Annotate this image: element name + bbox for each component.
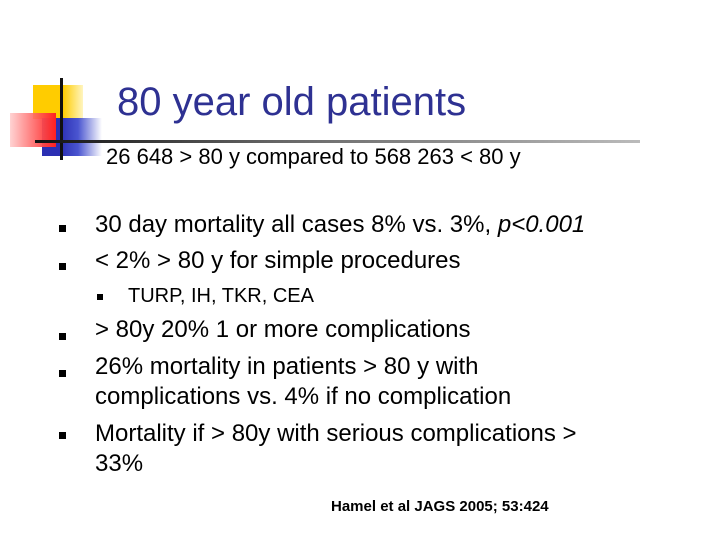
bullet-text-cont: complications vs. 4% if no complication <box>95 383 512 410</box>
bullet-text: 30 day mortality all cases 8% vs. 3%, p<… <box>95 211 586 238</box>
bullet-text: 26% mortality in patients > 80 y with <box>95 353 479 380</box>
slide-subtitle: 26 648 > 80 y compared to 568 263 < 80 y <box>106 144 521 169</box>
slide-title: 80 year old patients <box>117 80 467 124</box>
bullet-icon <box>59 225 66 232</box>
sub-bullet-icon <box>97 294 103 300</box>
bullet-text: Mortality if > 80y with serious complica… <box>95 420 577 447</box>
logo-vertical-line <box>60 78 63 160</box>
sub-bullet-text: TURP, IH, TKR, CEA <box>128 285 314 307</box>
bullet-text: < 2% > 80 y for simple procedures <box>95 247 461 274</box>
title-underline <box>35 140 640 143</box>
bullet-icon <box>59 432 66 439</box>
bullet-text: > 80y 20% 1 or more complications <box>95 316 471 343</box>
bullet-icon <box>59 370 66 377</box>
citation: Hamel et al JAGS 2005; 53:424 <box>331 498 549 515</box>
bullet-icon <box>59 333 66 340</box>
bullet-text-cont: 33% <box>95 450 144 477</box>
bullet-icon <box>59 263 66 270</box>
